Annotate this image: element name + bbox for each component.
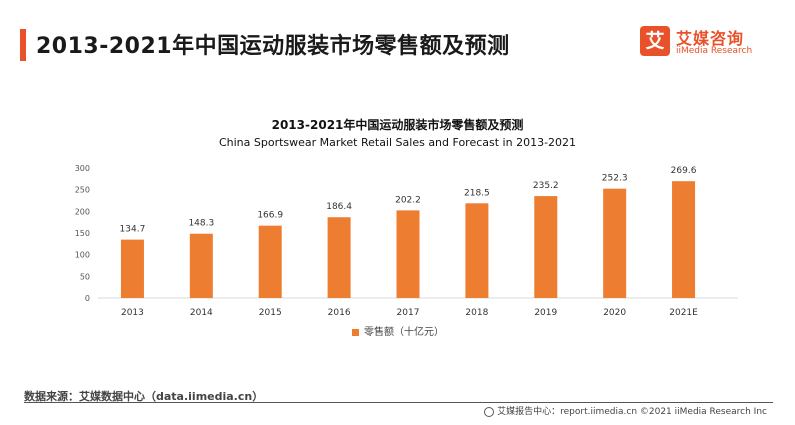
globe-icon (484, 406, 495, 417)
bar-value-label: 166.9 (257, 211, 283, 221)
x-tick-label: 2021E (669, 308, 698, 318)
x-tick-label: 2013 (121, 308, 144, 318)
data-source: 数据来源：艾媒数据中心（data.iimedia.cn） (24, 390, 264, 403)
bar-value-label: 252.3 (602, 174, 628, 184)
bar-value-label: 269.6 (671, 166, 697, 176)
bar-value-label: 235.2 (533, 181, 559, 191)
logo-text-cn: 艾媒咨询 (676, 29, 745, 48)
x-tick-label: 2015 (259, 308, 282, 318)
bar (258, 225, 282, 298)
x-tick-label: 2018 (465, 308, 488, 318)
bar-value-label: 148.3 (188, 219, 214, 229)
logo-text-en: iiMedia Research (676, 46, 753, 56)
footer-credit-text: 艾媒报告中心：report.iimedia.cn ©2021 iiMedia R… (497, 407, 767, 417)
y-tick-label: 50 (80, 272, 90, 281)
chart-title: 2013-2021年中国运动服装市场零售额及预测 (271, 118, 524, 132)
chart-legend: 零售额（十亿元） (352, 323, 444, 338)
x-tick-label: 2020 (603, 308, 626, 318)
bar (465, 203, 489, 298)
page-title: 2013-2021年中国运动服装市场零售额及预测 (36, 34, 510, 59)
y-tick-label: 0 (85, 294, 90, 303)
bar (534, 196, 558, 298)
x-tick-label: 2019 (534, 308, 557, 318)
footer-credit: 艾媒报告中心：report.iimedia.cn ©2021 iiMedia R… (484, 404, 767, 417)
y-tick-label: 300 (75, 164, 90, 173)
y-tick-label: 150 (75, 229, 90, 238)
y-tick-label: 250 (75, 186, 90, 195)
bar (396, 210, 420, 298)
bar (327, 217, 351, 298)
footer-divider (24, 402, 773, 403)
bar-value-label: 218.5 (464, 188, 490, 198)
chart-subtitle: China Sportswear Market Retail Sales and… (218, 136, 577, 149)
x-tick-label: 2016 (328, 308, 351, 318)
x-tick-label: 2014 (190, 308, 213, 318)
bar-value-label: 186.4 (326, 202, 352, 212)
x-tick-label: 2017 (397, 308, 420, 318)
iimedia-logo: 艾 艾媒咨询 iiMedia Research (640, 24, 780, 64)
y-tick-label: 200 (75, 207, 90, 216)
bar (672, 181, 696, 298)
legend-swatch (352, 328, 359, 336)
bar (189, 233, 213, 298)
bar (120, 239, 144, 298)
legend-label: 零售额（十亿元） (364, 327, 444, 338)
bar-value-label: 202.2 (395, 195, 421, 205)
logo-mark-icon: 艾 (640, 26, 670, 56)
bar-value-label: 134.7 (120, 225, 146, 235)
y-tick-label: 100 (75, 251, 90, 260)
bar (603, 188, 627, 298)
title-accent-bar (20, 29, 26, 61)
